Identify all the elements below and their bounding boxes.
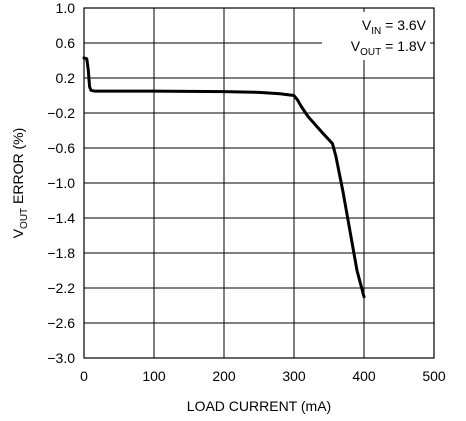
annotation-vin-rest: = 3.6V bbox=[381, 17, 426, 33]
y-tick-label: −1.8 bbox=[47, 245, 75, 261]
y-axis-title-rest: ERROR (%) bbox=[10, 128, 26, 208]
y-tick-labels: 1.0 0.6 0.2 −0.2 −0.6 −1.0 −1.4 −1.8 −2.2 −2.6 −3.… bbox=[47, 0, 75, 366]
x-tick-label: 400 bbox=[352, 368, 376, 384]
x-tick-label: 300 bbox=[282, 368, 306, 384]
annotation-vin-sub: IN bbox=[371, 26, 381, 37]
annotation-box: VIN = 3.6V VOUT = 1.8V bbox=[322, 12, 430, 60]
y-tick-label: −0.2 bbox=[47, 105, 75, 121]
annotation-vout: VOUT = 1.8V bbox=[351, 38, 427, 58]
x-axis-title: LOAD CURRENT (mA) bbox=[187, 398, 331, 414]
grid bbox=[83, 7, 435, 359]
y-tick-label: −2.2 bbox=[47, 280, 75, 296]
x-tick-label: 0 bbox=[80, 368, 88, 384]
y-tick-label: −1.4 bbox=[47, 210, 75, 226]
series-line bbox=[82, 56, 366, 299]
annotation-vout-main: V bbox=[351, 38, 361, 54]
y-axis-title: VOUT ERROR (%) bbox=[10, 128, 30, 239]
annotation-vin: VIN = 3.6V bbox=[362, 17, 427, 37]
annotation-vout-rest: = 1.8V bbox=[381, 38, 426, 54]
y-axis-title-main: V bbox=[10, 228, 26, 238]
annotation-vin-main: V bbox=[362, 17, 372, 33]
x-tick-label: 500 bbox=[422, 368, 446, 384]
x-tick-label: 100 bbox=[142, 368, 166, 384]
y-tick-label: −1.0 bbox=[47, 175, 75, 191]
y-tick-label: −3.0 bbox=[47, 350, 75, 366]
x-tick-label: 200 bbox=[212, 368, 236, 384]
y-axis-title-sub: OUT bbox=[19, 208, 30, 229]
annotation-vout-sub: OUT bbox=[360, 47, 381, 58]
y-tick-label: 1.0 bbox=[56, 0, 76, 16]
y-tick-label: 0.2 bbox=[56, 70, 76, 86]
y-tick-label: 0.6 bbox=[56, 35, 76, 51]
plot-area bbox=[83, 7, 435, 359]
x-tick-labels: 0 100 200 300 400 500 bbox=[80, 368, 446, 384]
y-tick-label: −2.6 bbox=[47, 315, 75, 331]
y-tick-label: −0.6 bbox=[47, 140, 75, 156]
